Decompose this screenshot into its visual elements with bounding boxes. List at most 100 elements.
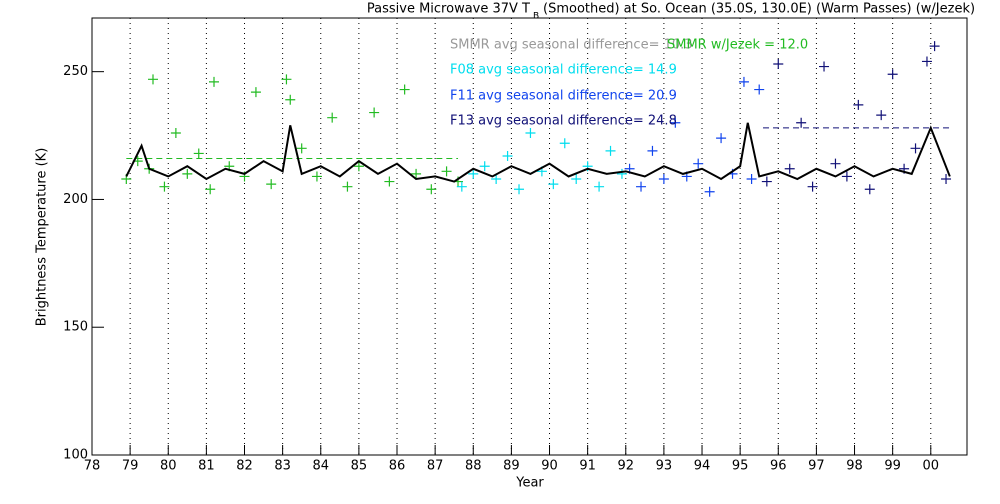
- chart-title: (Smoothed) at So. Ocean (35.0S, 130.0E) …: [543, 2, 975, 17]
- point: [647, 145, 658, 156]
- point: [148, 74, 159, 85]
- point: [479, 161, 490, 172]
- y-tick-label: 100: [63, 448, 88, 463]
- point: [784, 163, 795, 174]
- point: [369, 107, 380, 118]
- point: [807, 181, 818, 192]
- x-tick-label: 84: [312, 459, 329, 474]
- point: [761, 176, 772, 187]
- point: [399, 84, 410, 95]
- point: [411, 168, 422, 179]
- annotation: F13 avg seasonal difference= 24.8: [450, 114, 677, 129]
- x-tick-label: 86: [389, 459, 406, 474]
- point: [209, 76, 220, 87]
- point: [910, 143, 921, 154]
- point: [491, 174, 502, 184]
- x-tick-label: 79: [122, 459, 139, 474]
- x-tick-label: 92: [617, 459, 634, 474]
- x-tick-label: 81: [198, 459, 215, 474]
- point: [525, 128, 536, 138]
- chart-title: Passive Microwave 37V T: [367, 2, 530, 17]
- point: [754, 84, 765, 95]
- point: [704, 186, 715, 197]
- y-tick-label: 250: [63, 64, 88, 79]
- point: [670, 117, 681, 128]
- annotation: F11 avg seasonal difference= 20.9: [450, 89, 677, 104]
- y-axis-label: Brightness Temperature (K): [35, 148, 50, 327]
- x-tick-label: 88: [465, 459, 482, 474]
- x-axis-label: Year: [515, 476, 544, 491]
- point: [327, 112, 338, 123]
- x-tick-label: 96: [770, 459, 787, 474]
- point: [514, 184, 525, 195]
- point: [266, 179, 277, 190]
- annotation: SMMR avg seasonal difference= 10.3: [450, 38, 693, 53]
- point: [170, 128, 181, 138]
- point: [594, 181, 605, 192]
- smoothed-line: [125, 122, 951, 183]
- point: [636, 181, 647, 192]
- point: [182, 168, 193, 179]
- annotation: SMMR w/Jezek = 12.0: [667, 38, 808, 53]
- x-tick-label: 80: [160, 459, 177, 474]
- point: [693, 158, 704, 169]
- point: [342, 181, 353, 192]
- point: [616, 168, 627, 179]
- point: [853, 99, 864, 110]
- point: [605, 145, 616, 156]
- x-tick-label: 78: [84, 459, 101, 474]
- x-tick-label: 83: [274, 459, 291, 474]
- point: [571, 174, 582, 184]
- point: [559, 138, 570, 149]
- point: [716, 133, 727, 144]
- x-tick-label: 82: [236, 459, 253, 474]
- chart-title-subscript: B: [533, 12, 539, 22]
- x-tick-label: 00: [923, 459, 940, 474]
- annotation: F08 avg seasonal difference= 14.9: [450, 63, 677, 78]
- x-tick-label: 99: [884, 459, 901, 474]
- point: [746, 174, 757, 184]
- point: [285, 94, 296, 105]
- x-tick-label: 87: [427, 459, 444, 474]
- x-tick-label: 97: [808, 459, 825, 474]
- point: [841, 171, 852, 182]
- point: [796, 117, 807, 128]
- point: [864, 184, 875, 195]
- point: [441, 166, 452, 177]
- point: [773, 59, 784, 69]
- point: [384, 176, 395, 187]
- point: [738, 76, 749, 87]
- point: [830, 158, 841, 169]
- x-tick-label: 94: [694, 459, 711, 474]
- point: [311, 171, 322, 182]
- point: [296, 143, 307, 154]
- plot-frame: [91, 17, 968, 456]
- x-tick-label: 89: [503, 459, 520, 474]
- x-tick-label: 85: [351, 459, 368, 474]
- point: [426, 184, 437, 195]
- point: [193, 148, 204, 159]
- x-tick-label: 93: [656, 459, 673, 474]
- point: [250, 87, 261, 98]
- point: [205, 184, 216, 195]
- point: [456, 181, 467, 192]
- point: [159, 181, 170, 192]
- point: [921, 56, 932, 67]
- point: [658, 174, 669, 184]
- x-tick-label: 98: [846, 459, 863, 474]
- x-tick-label: 90: [541, 459, 558, 474]
- x-tick-label: 95: [732, 459, 749, 474]
- y-tick-label: 200: [63, 192, 88, 207]
- x-tick-label: 91: [579, 459, 596, 474]
- point: [876, 110, 887, 121]
- point: [929, 41, 940, 52]
- point: [941, 174, 952, 184]
- point: [819, 61, 830, 72]
- point: [548, 179, 559, 190]
- point: [887, 69, 898, 80]
- point: [468, 168, 479, 179]
- point: [281, 74, 292, 85]
- y-tick-label: 150: [63, 320, 88, 335]
- point: [353, 161, 364, 172]
